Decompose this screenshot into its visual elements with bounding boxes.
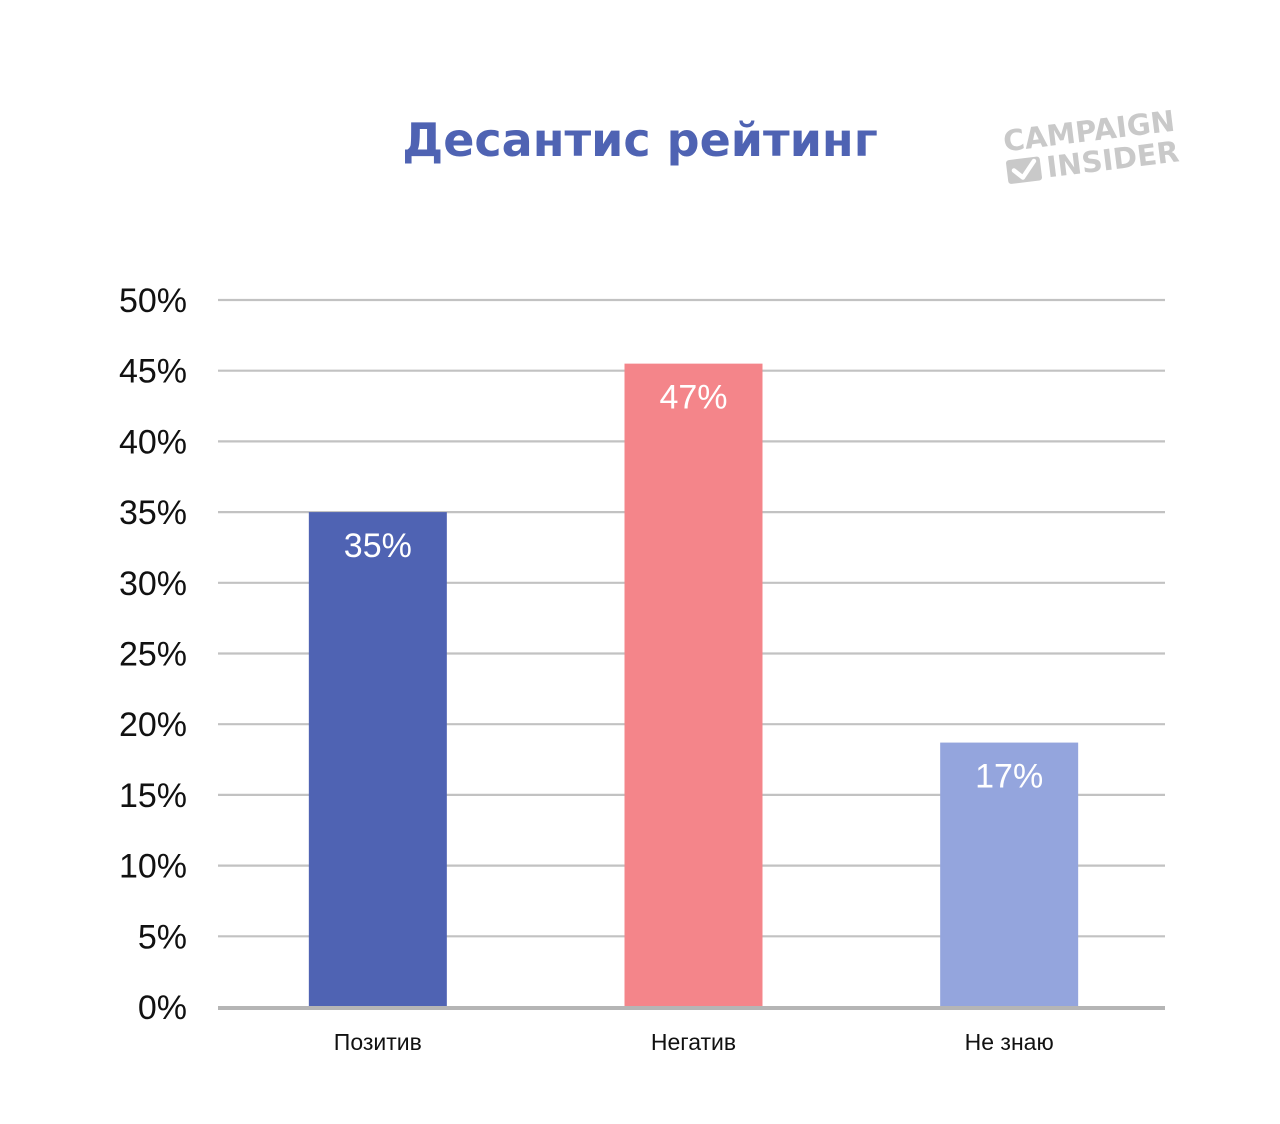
bar (308, 512, 447, 1007)
y-tick-label: 20% (119, 706, 187, 744)
bar (940, 742, 1079, 1007)
y-tick-label: 10% (119, 848, 187, 886)
y-tick-label: 5% (138, 918, 187, 956)
y-tick-label: 50% (119, 282, 187, 320)
x-axis-category-labels: Позитив Негатив Не знаю (334, 1029, 1054, 1055)
y-tick-label: 25% (119, 636, 187, 674)
data-label: 35% (344, 527, 412, 565)
y-tick-label: 40% (119, 423, 187, 461)
y-axis-tick-labels: 0% 5% 10% 15% 20% 25% 30% 35% 40% 45% 50% (119, 282, 187, 1027)
category-label: Не знаю (965, 1029, 1054, 1055)
campaign-insider-logo: CAMPAIGN INSIDER (1001, 104, 1181, 185)
chart-title: Десантис рейтинг (402, 113, 878, 167)
category-label: Позитив (334, 1029, 422, 1055)
data-label: 47% (659, 379, 727, 417)
y-tick-label: 35% (119, 494, 187, 532)
category-label: Негатив (651, 1029, 736, 1055)
checkmark-icon (1006, 156, 1043, 184)
y-tick-label: 15% (119, 777, 187, 815)
y-tick-label: 30% (119, 565, 187, 603)
data-label: 17% (975, 758, 1043, 796)
bar (624, 363, 763, 1007)
y-tick-label: 45% (119, 353, 187, 391)
y-tick-label: 0% (138, 989, 187, 1027)
bars: 35% 47% 17% (308, 363, 1079, 1007)
